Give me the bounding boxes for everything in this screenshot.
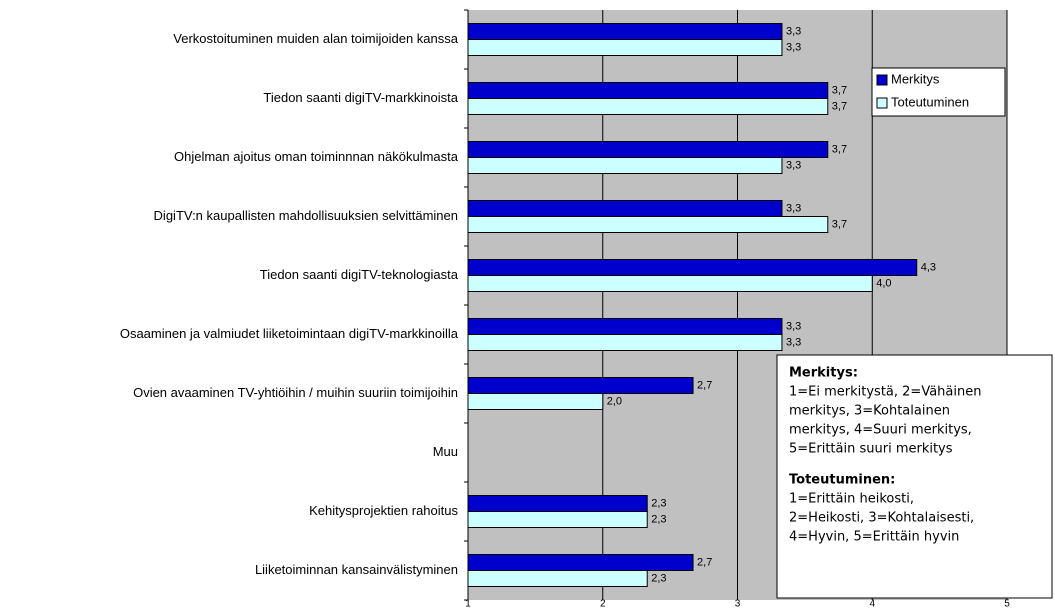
- note-heading: Merkitys:: [789, 366, 858, 381]
- bar: [467, 216, 829, 233]
- value-label: 2,0: [607, 395, 622, 407]
- value-label: 2,3: [651, 513, 666, 525]
- x-tick-label: 4: [869, 599, 875, 610]
- bar: [467, 334, 783, 351]
- y-tick-label: Kehitysprojektien rahoitus: [309, 503, 458, 518]
- y-tick-label: Ohjelman ajoitus oman toiminnnan näkökul…: [174, 149, 459, 164]
- x-tick-label: 1: [465, 599, 471, 610]
- bar: [467, 275, 873, 292]
- legend-label: Toteutuminen: [891, 94, 969, 109]
- notes-box: [776, 354, 1053, 599]
- bar: [467, 570, 648, 587]
- y-tick-label: Muu: [433, 444, 458, 459]
- value-label: 2,7: [697, 379, 712, 391]
- bar: [467, 377, 694, 394]
- note-line: merkitys, 3=Kohtalainen: [789, 404, 950, 419]
- value-label: 2,7: [697, 556, 712, 568]
- bar: [467, 23, 783, 40]
- value-label: 3,7: [832, 84, 847, 96]
- value-label: 2,3: [651, 572, 666, 584]
- value-label: 2,3: [651, 497, 666, 509]
- bar: [467, 141, 829, 158]
- value-label: 3,3: [786, 202, 801, 214]
- x-tick-label: 5: [1004, 599, 1010, 610]
- note-line: 1=Erittäin heikosti,: [789, 492, 914, 507]
- bar: [467, 82, 829, 99]
- legend-swatch: [876, 74, 888, 86]
- value-label: 3,3: [786, 159, 801, 171]
- value-label: 4,0: [876, 277, 891, 289]
- bar: [467, 157, 783, 174]
- note-line: 1=Ei merkitystä, 2=Vähäinen: [789, 385, 981, 400]
- bar: [467, 318, 783, 335]
- note-line: 2=Heikosti, 3=Kohtalaisesti,: [789, 511, 974, 526]
- value-label: 3,3: [786, 25, 801, 37]
- x-tick-label: 2: [600, 599, 606, 610]
- bar: [467, 39, 783, 56]
- y-tick-label: DigiTV:n kaupallisten mahdollisuuksien s…: [154, 208, 458, 223]
- value-label: 3,3: [786, 41, 801, 53]
- y-tick-label: Verkostoituminen muiden alan toimijoiden…: [173, 31, 458, 46]
- note-line: 5=Erittäin suuri merkitys: [789, 442, 953, 457]
- value-label: 3,7: [832, 143, 847, 155]
- note-line: merkitys, 4=Suuri merkitys,: [789, 423, 972, 438]
- bar: [467, 495, 648, 512]
- value-label: 4,3: [921, 261, 936, 273]
- value-label: 3,7: [832, 218, 847, 230]
- bar: [467, 259, 918, 276]
- bar: [467, 393, 604, 410]
- y-tick-label: Osaaminen ja valmiudet liiketoimintaan d…: [120, 326, 459, 341]
- note-heading: Toteutuminen:: [789, 473, 895, 488]
- value-label: 3,3: [786, 320, 801, 332]
- value-label: 3,7: [832, 100, 847, 112]
- bar: [467, 98, 829, 115]
- y-tick-label: Ovien avaaminen TV-yhtiöihin / muihin su…: [133, 385, 458, 400]
- bar: [467, 554, 694, 571]
- legend-label: Merkitys: [891, 71, 940, 86]
- legend: [871, 67, 1006, 117]
- y-tick-label: Liiketoiminnan kansainvälistyminen: [255, 562, 458, 577]
- bar: [467, 200, 783, 217]
- note-line: 4=Hyvin, 5=Erittäin hyvin: [789, 530, 959, 545]
- x-tick-label: 3: [735, 599, 741, 610]
- legend-swatch: [876, 97, 888, 109]
- y-tick-label: Tiedon saanti digiTV-teknologiasta: [260, 267, 459, 282]
- value-label: 3,3: [786, 336, 801, 348]
- y-tick-label: Tiedon saanti digiTV-markkinoista: [263, 90, 458, 105]
- bar: [467, 511, 648, 528]
